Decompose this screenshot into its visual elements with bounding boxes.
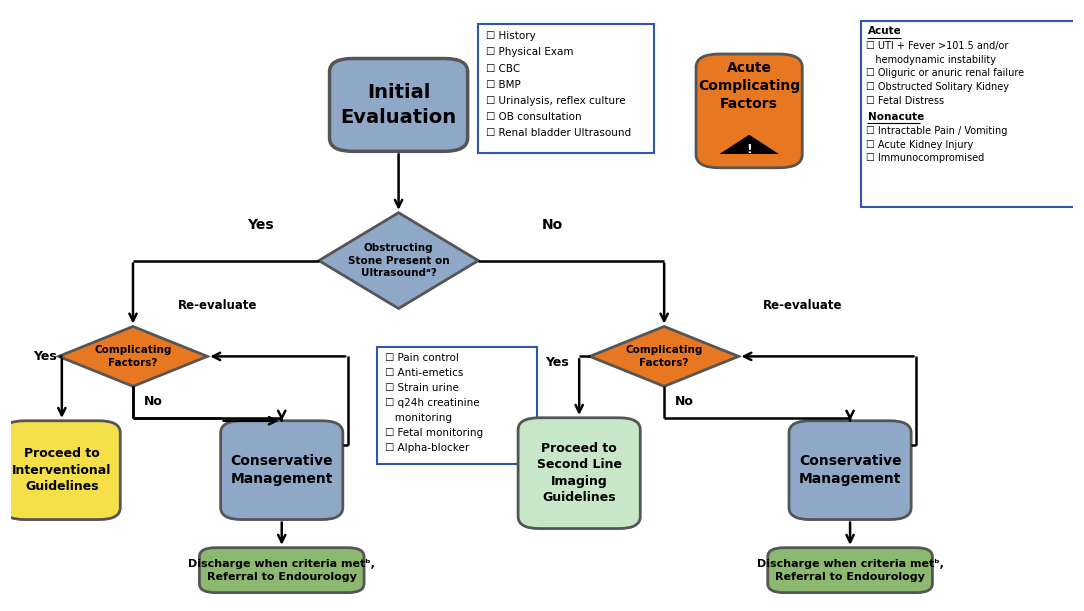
Text: Re-evaluate: Re-evaluate — [178, 299, 258, 312]
Text: Yes: Yes — [33, 350, 56, 363]
FancyBboxPatch shape — [789, 421, 912, 519]
Text: ☐ OB consultation: ☐ OB consultation — [486, 112, 581, 122]
Text: Complicating
Factors?: Complicating Factors? — [94, 345, 171, 368]
Text: !: ! — [746, 143, 752, 156]
FancyBboxPatch shape — [518, 418, 641, 529]
Text: ☐ Renal bladder Ultrasound: ☐ Renal bladder Ultrasound — [486, 128, 631, 138]
Text: ☐ Intractable Pain / Vomiting: ☐ Intractable Pain / Vomiting — [866, 126, 1007, 136]
Text: ☐ Physical Exam: ☐ Physical Exam — [486, 48, 573, 57]
Text: Conservative
Management: Conservative Management — [799, 454, 902, 486]
Text: Discharge when criteria metᵇ,
Referral to Endourology: Discharge when criteria metᵇ, Referral t… — [189, 559, 375, 582]
Text: ☐ History: ☐ History — [486, 31, 535, 42]
Text: hemodynamic instability: hemodynamic instability — [866, 54, 996, 65]
Polygon shape — [59, 326, 207, 386]
Text: ☐ Fetal Distress: ☐ Fetal Distress — [866, 96, 944, 106]
FancyBboxPatch shape — [767, 547, 932, 593]
Text: Complicating
Factors?: Complicating Factors? — [625, 345, 702, 368]
Text: ☐ Anti-emetics: ☐ Anti-emetics — [385, 368, 463, 378]
Text: Nonacute: Nonacute — [868, 112, 925, 122]
Text: Initial
Evaluation: Initial Evaluation — [340, 83, 456, 126]
FancyBboxPatch shape — [377, 348, 537, 464]
Text: monitoring: monitoring — [385, 413, 452, 423]
Text: Discharge when criteria metᵇ,
Referral to Endourology: Discharge when criteria metᵇ, Referral t… — [757, 559, 943, 582]
Text: No: No — [542, 218, 564, 232]
Text: ☐ UTI + Fever >101.5 and/or: ☐ UTI + Fever >101.5 and/or — [866, 41, 1008, 51]
Text: ☐ CBC: ☐ CBC — [486, 64, 520, 73]
Text: ☐ Obstructed Solitary Kidney: ☐ Obstructed Solitary Kidney — [866, 82, 1009, 92]
Text: ☐ Fetal monitoring: ☐ Fetal monitoring — [385, 428, 482, 438]
FancyBboxPatch shape — [221, 421, 343, 519]
Text: Acute
Complicating
Factors: Acute Complicating Factors — [698, 61, 800, 111]
Text: ☐ Immunocompromised: ☐ Immunocompromised — [866, 153, 984, 163]
Polygon shape — [720, 135, 779, 154]
Text: Yes: Yes — [247, 218, 274, 232]
Text: No: No — [674, 395, 694, 408]
FancyBboxPatch shape — [478, 24, 654, 153]
Polygon shape — [319, 213, 478, 309]
Polygon shape — [590, 326, 738, 386]
FancyBboxPatch shape — [330, 59, 467, 152]
Text: ☐ Strain urine: ☐ Strain urine — [385, 383, 459, 393]
Text: ☐ Oliguric or anuric renal failure: ☐ Oliguric or anuric renal failure — [866, 68, 1024, 78]
Text: ☐ q24h creatinine: ☐ q24h creatinine — [385, 398, 479, 408]
Text: No: No — [143, 395, 163, 408]
Text: ☐ Alpha-blocker: ☐ Alpha-blocker — [385, 443, 469, 453]
Text: ☐ BMP: ☐ BMP — [486, 80, 520, 90]
Text: Proceed to
Interventional
Guidelines: Proceed to Interventional Guidelines — [12, 447, 112, 493]
Text: Acute: Acute — [868, 26, 902, 36]
FancyBboxPatch shape — [861, 21, 1079, 207]
Text: ☐ Acute Kidney Injury: ☐ Acute Kidney Injury — [866, 140, 973, 150]
FancyBboxPatch shape — [199, 547, 364, 593]
Text: Yes: Yes — [545, 356, 568, 369]
Text: ☐ Urinalysis, reflex culture: ☐ Urinalysis, reflex culture — [486, 96, 625, 106]
Text: Conservative
Management: Conservative Management — [231, 454, 333, 486]
Text: Re-evaluate: Re-evaluate — [762, 299, 842, 312]
FancyBboxPatch shape — [696, 54, 802, 168]
Text: Proceed to
Second Line
Imaging
Guidelines: Proceed to Second Line Imaging Guideline… — [537, 442, 622, 505]
Text: Obstructing
Stone Present on
Ultrasoundᵃ?: Obstructing Stone Present on Ultrasoundᵃ… — [348, 243, 450, 279]
Text: ☐ Pain control: ☐ Pain control — [385, 353, 459, 364]
FancyBboxPatch shape — [3, 421, 120, 519]
